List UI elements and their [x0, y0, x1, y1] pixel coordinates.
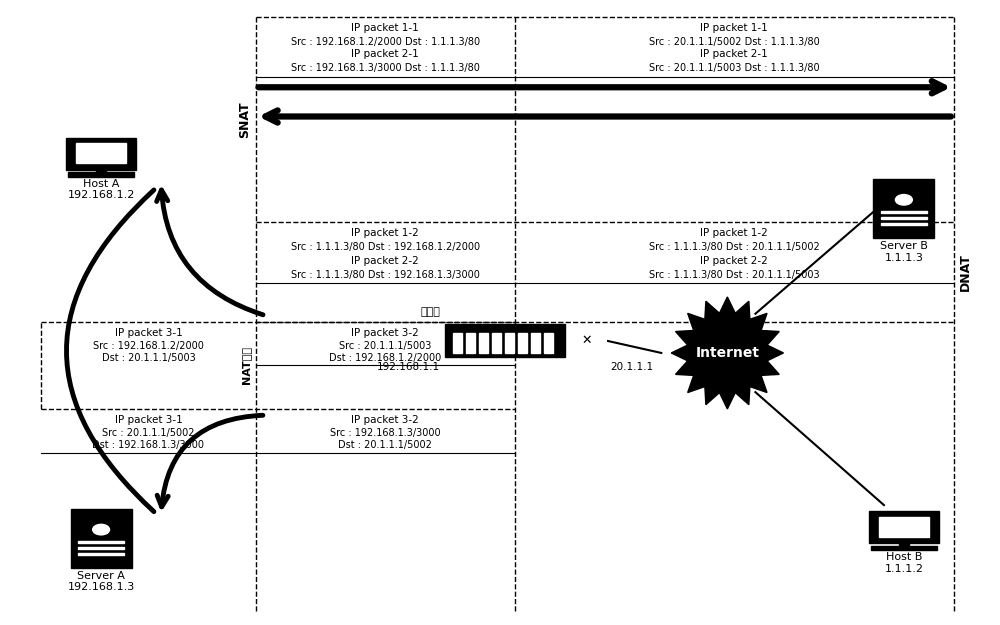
Text: Src : 1.1.1.3/80 Dst : 20.1.1.1/5002: Src : 1.1.1.3/80 Dst : 20.1.1.1/5002 [649, 242, 820, 252]
Bar [518, 333, 527, 352]
Bar [531, 333, 540, 352]
Bar [68, 173, 134, 177]
Bar [78, 552, 124, 555]
Text: IP packet 3-2: IP packet 3-2 [351, 328, 419, 338]
Text: Src : 192.168.1.3/3000 Dst : 1.1.1.3/80: Src : 192.168.1.3/3000 Dst : 1.1.1.3/80 [291, 63, 480, 73]
Bar [66, 138, 136, 170]
Text: Src : 20.1.1.1/5003 Dst : 1.1.1.3/80: Src : 20.1.1.1/5003 Dst : 1.1.1.3/80 [649, 63, 820, 73]
Text: Src : 1.1.1.3/80 Dst : 20.1.1.1/5003: Src : 1.1.1.3/80 Dst : 20.1.1.1/5003 [649, 269, 820, 279]
Text: IP packet 1-1: IP packet 1-1 [700, 23, 768, 33]
Text: IP packet 3-1: IP packet 3-1 [115, 328, 182, 338]
Text: NAT回环: NAT回环 [241, 346, 251, 384]
Bar [96, 168, 106, 172]
Bar [505, 333, 514, 352]
Text: Server A
192.168.1.3: Server A 192.168.1.3 [67, 571, 135, 592]
Text: DNAT: DNAT [959, 253, 972, 291]
FancyArrowPatch shape [66, 190, 154, 512]
Bar [873, 179, 934, 238]
Bar [78, 541, 124, 543]
Bar [445, 324, 565, 357]
Bar [479, 333, 488, 352]
Text: Src : 192.168.1.3/3000: Src : 192.168.1.3/3000 [330, 428, 441, 438]
Bar [76, 143, 126, 163]
FancyArrowPatch shape [157, 415, 263, 507]
Text: Dst : 192.168.1.2/2000: Dst : 192.168.1.2/2000 [329, 353, 441, 363]
Bar [881, 211, 927, 213]
Text: Internet: Internet [695, 346, 759, 360]
Text: Server B
1.1.1.3: Server B 1.1.1.3 [880, 241, 928, 262]
Text: Dst : 20.1.1.1/5002: Dst : 20.1.1.1/5002 [338, 440, 432, 450]
Text: IP packet 1-1: IP packet 1-1 [351, 23, 419, 33]
Bar [544, 333, 553, 352]
Bar [71, 509, 132, 568]
Bar [466, 333, 475, 352]
Text: 20.1.1.1: 20.1.1.1 [611, 362, 654, 372]
Bar [869, 511, 939, 543]
Bar [879, 517, 929, 537]
Circle shape [895, 194, 912, 205]
Text: IP packet 2-1: IP packet 2-1 [351, 49, 419, 59]
Polygon shape [671, 297, 783, 409]
Text: Host B
1.1.1.2: Host B 1.1.1.2 [884, 552, 923, 574]
Bar [492, 333, 501, 352]
Text: Src : 192.168.1.2/2000 Dst : 1.1.1.3/80: Src : 192.168.1.2/2000 Dst : 1.1.1.3/80 [291, 37, 480, 47]
Bar [453, 333, 462, 352]
Text: IP packet 2-2: IP packet 2-2 [700, 256, 768, 266]
Text: ✕: ✕ [582, 334, 592, 347]
Text: Dst : 192.168.1.3/3000: Dst : 192.168.1.3/3000 [92, 440, 204, 450]
Bar [871, 546, 937, 551]
Text: 192.168.1.1: 192.168.1.1 [377, 362, 440, 372]
Bar [78, 547, 124, 549]
Bar [568, 325, 606, 356]
Bar [899, 542, 909, 546]
Text: IP packet 2-2: IP packet 2-2 [351, 256, 419, 266]
Text: Src : 192.168.1.2/2000: Src : 192.168.1.2/2000 [93, 341, 204, 351]
Text: Src : 20.1.1.1/5002 Dst : 1.1.1.3/80: Src : 20.1.1.1/5002 Dst : 1.1.1.3/80 [649, 37, 820, 47]
Text: Src : 20.1.1.1/5002: Src : 20.1.1.1/5002 [102, 428, 195, 438]
Text: IP packet 1-2: IP packet 1-2 [700, 229, 768, 239]
Text: IP packet 3-1: IP packet 3-1 [115, 415, 182, 425]
Text: Src : 1.1.1.3/80 Dst : 192.168.1.3/3000: Src : 1.1.1.3/80 Dst : 192.168.1.3/3000 [291, 269, 480, 279]
Text: 交换机: 交换机 [420, 307, 440, 317]
Text: Dst : 20.1.1.1/5003: Dst : 20.1.1.1/5003 [102, 353, 195, 363]
Bar [881, 223, 927, 225]
Text: IP packet 1-2: IP packet 1-2 [351, 229, 419, 239]
Text: IP packet 3-2: IP packet 3-2 [351, 415, 419, 425]
Bar [881, 217, 927, 219]
Text: SNAT: SNAT [238, 101, 251, 138]
Text: Src : 20.1.1.1/5003: Src : 20.1.1.1/5003 [339, 341, 432, 351]
Text: Host A
192.168.1.2: Host A 192.168.1.2 [67, 179, 135, 201]
Circle shape [93, 524, 110, 535]
Text: Src : 1.1.1.3/80 Dst : 192.168.1.2/2000: Src : 1.1.1.3/80 Dst : 192.168.1.2/2000 [291, 242, 480, 252]
Text: IP packet 2-1: IP packet 2-1 [700, 49, 768, 59]
FancyArrowPatch shape [157, 190, 263, 315]
